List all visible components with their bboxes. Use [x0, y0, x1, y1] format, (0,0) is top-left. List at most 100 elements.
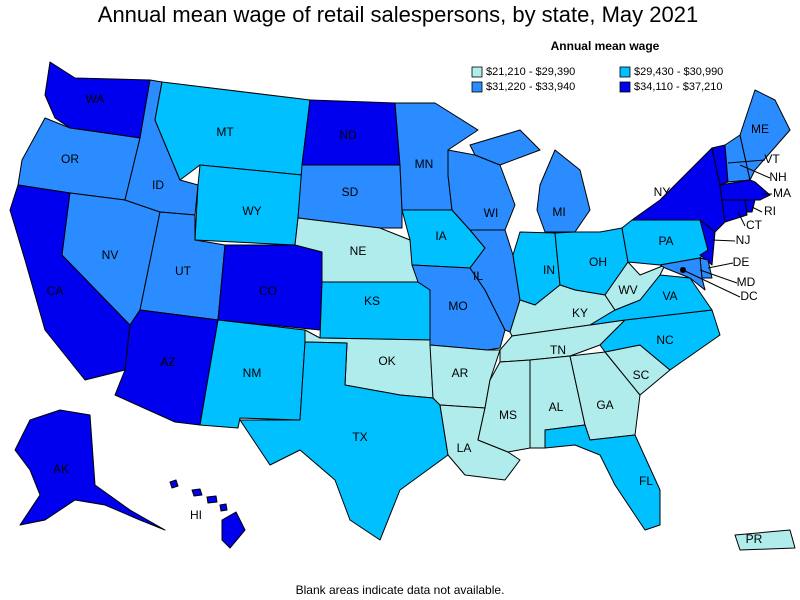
state	[719, 179, 771, 201]
state-label: NY	[654, 185, 671, 199]
legend-label: $21,210 - $29,390	[486, 66, 575, 78]
state	[659, 257, 706, 291]
state-shape	[719, 179, 771, 201]
state-label: KY	[572, 306, 588, 320]
state-label: WY	[242, 204, 261, 218]
legend: $21,210 - $29,390 $31,220 - $33,940 $29,43…	[471, 66, 723, 93]
state-label: TN	[550, 343, 566, 357]
state-label: MT	[216, 125, 234, 139]
state-label: FL	[639, 474, 653, 488]
legend-swatch	[619, 66, 631, 78]
state-label: MN	[415, 157, 434, 171]
state	[169, 479, 246, 549]
legend-label: $29,430 - $30,990	[634, 66, 723, 78]
state-shape	[221, 511, 246, 549]
state-shape	[239, 341, 449, 541]
legend-title: Annual mean wage	[551, 39, 660, 53]
state-label: PR	[746, 532, 763, 546]
state-label: CA	[47, 284, 64, 298]
state-label: MI	[552, 205, 565, 219]
state-label: TX	[352, 430, 367, 444]
regions	[9, 61, 796, 551]
state-label: LA	[457, 441, 472, 455]
state-label: AZ	[160, 355, 175, 369]
state-label: RI	[764, 204, 776, 218]
state-label: NJ	[736, 233, 751, 247]
state-label: NC	[656, 333, 674, 347]
state-shape	[219, 503, 228, 512]
state-label: KS	[364, 294, 380, 308]
state-label: OK	[378, 354, 395, 368]
state-label: HI	[190, 508, 202, 522]
leader-line	[727, 159, 766, 164]
state	[319, 281, 431, 341]
state-label: DC	[740, 289, 758, 303]
state	[469, 129, 591, 233]
state-label: AK	[53, 462, 69, 476]
state-label: VT	[764, 152, 780, 166]
state-label: ND	[339, 128, 357, 142]
labels: WA OR CA NV ID MT WY UT CO AZ NM ND SD NE KS OK TX MN IA MO…	[47, 92, 791, 546]
state-label: OR	[61, 152, 79, 166]
state-shape	[319, 281, 431, 341]
state-shape	[659, 257, 706, 291]
state-shape	[536, 149, 591, 233]
state-shape	[206, 495, 218, 504]
state-shape	[469, 129, 541, 166]
state-label: ID	[152, 178, 164, 192]
state-shape	[169, 479, 179, 489]
state-label: CT	[746, 218, 763, 232]
state-label: IL	[473, 269, 483, 283]
state-label: SC	[633, 368, 650, 382]
state-shape	[544, 424, 661, 531]
state-shape	[604, 261, 666, 311]
state	[721, 199, 748, 223]
state-shape	[744, 199, 756, 213]
state-label: MS	[499, 408, 517, 422]
legend-label: $34,110 - $37,210	[634, 81, 722, 93]
state	[744, 199, 756, 213]
state-label: CO	[259, 284, 277, 298]
state	[544, 424, 661, 531]
state-shape	[721, 199, 748, 223]
leader-line	[737, 211, 746, 227]
state	[239, 341, 449, 541]
state-shape	[734, 529, 796, 551]
state-label: AR	[452, 366, 469, 380]
state	[734, 529, 796, 551]
state-label: MO	[448, 299, 467, 313]
state	[14, 409, 166, 531]
state-label: ME	[751, 122, 769, 136]
legend-swatch	[471, 81, 483, 93]
leader-line	[707, 262, 734, 269]
state-label: PA	[658, 234, 673, 248]
state-label: NH	[769, 170, 786, 184]
state-label: VA	[662, 289, 677, 303]
state-label: WI	[484, 206, 499, 220]
legend-swatch	[619, 81, 631, 93]
state-shape	[191, 488, 203, 497]
state-label: UT	[175, 264, 192, 278]
state-shape	[631, 147, 726, 233]
state-label: NV	[102, 248, 119, 262]
state-label: IN	[543, 263, 555, 277]
state-label: OH	[589, 255, 607, 269]
state-shape	[14, 409, 166, 531]
legend-label: $31,220 - $33,940	[486, 81, 575, 93]
footnote: Blank areas indicate data not available.	[296, 583, 505, 597]
state-label: MA	[773, 186, 791, 200]
leader-line	[751, 206, 763, 213]
state-label: NM	[243, 366, 262, 380]
legend-swatch	[471, 66, 483, 78]
state-label: SD	[342, 185, 359, 199]
leader-line	[711, 239, 736, 242]
leader-line	[739, 164, 771, 179]
state-label: IA	[435, 229, 446, 243]
state-label: WV	[618, 283, 637, 297]
leader-line	[682, 269, 741, 298]
leader-line	[699, 269, 738, 284]
state	[604, 261, 666, 311]
state-label: DE	[733, 255, 750, 269]
